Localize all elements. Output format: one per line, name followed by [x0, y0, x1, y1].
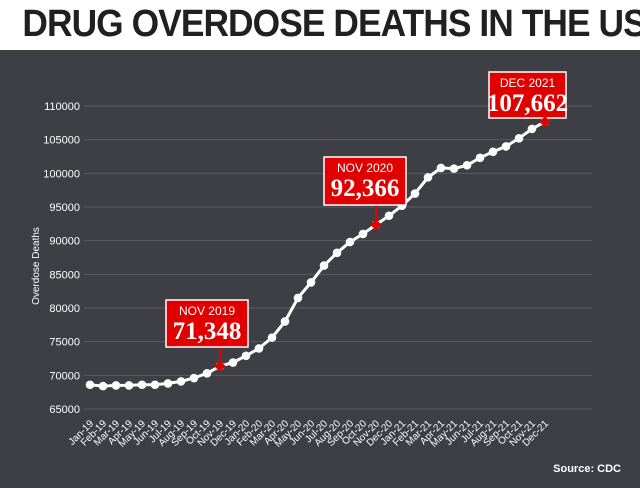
y-tick-label: 80000	[49, 303, 80, 315]
data-point	[150, 380, 160, 390]
y-axis-label: Overdose Deaths	[31, 227, 42, 305]
data-point	[436, 163, 446, 173]
data-point	[85, 380, 95, 390]
y-tick-label: 85000	[49, 269, 80, 281]
data-point	[345, 237, 355, 247]
data-point	[514, 134, 524, 143]
data-point	[332, 248, 342, 258]
data-point	[358, 229, 368, 239]
data-point	[202, 369, 212, 378]
callout-marker	[214, 360, 226, 372]
x-tick-labels: Jan-19Feb-19Mar-19Apr-19May-19Jun-19Jul-…	[67, 418, 552, 450]
callout-box	[165, 299, 249, 348]
overdose-line-chart: 65000 70000 75000 80000 85000 90000 95000 10000…	[31, 71, 621, 475]
callout-month: DEC 2021	[500, 76, 556, 90]
data-point	[306, 278, 316, 287]
y-tick-label: 75000	[49, 337, 80, 349]
data-point	[501, 142, 511, 151]
headline: DRUG OVERDOSE DEATHS IN THE US	[22, 0, 640, 48]
y-tick-label: 110000	[44, 101, 80, 113]
data-point	[111, 381, 121, 390]
y-tick-label: 95000	[49, 202, 80, 214]
data-point	[449, 164, 459, 173]
data-point	[254, 344, 264, 353]
data-point	[189, 373, 199, 383]
data-point	[475, 153, 485, 163]
source-note: Source: CDC	[553, 463, 621, 475]
data-point	[163, 379, 173, 388]
data-point	[280, 317, 290, 326]
data-point	[241, 351, 251, 361]
data-point	[488, 147, 498, 157]
data-point	[228, 358, 238, 367]
y-tick-label: 65000	[49, 404, 80, 416]
data-point	[423, 173, 433, 182]
data-point	[137, 380, 147, 390]
data-point	[176, 377, 186, 386]
data-points	[85, 117, 550, 391]
data-point	[384, 211, 394, 221]
data-point	[98, 381, 108, 391]
callout-value: 107,662	[487, 90, 568, 117]
data-point	[462, 160, 472, 170]
y-tick-label: 90000	[49, 236, 80, 248]
series-line	[89, 120, 546, 388]
data-point	[293, 293, 303, 303]
callout-value: 92,366	[331, 175, 400, 202]
data-point	[527, 124, 537, 134]
data-point	[319, 261, 329, 270]
callout-box	[323, 156, 407, 206]
data-point	[267, 333, 277, 342]
callout-box	[488, 71, 567, 119]
callout-month: NOV 2020	[337, 161, 393, 175]
callout-marker	[370, 219, 382, 231]
y-tick-label: 100000	[43, 168, 80, 180]
y-tick-label: 105000	[43, 135, 80, 147]
data-point	[410, 189, 420, 198]
chart-panel: 65000 70000 75000 80000 85000 90000 95000 10000…	[0, 50, 640, 488]
y-tick-labels: 65000 70000 75000 80000 85000 90000 95000 10000…	[43, 101, 80, 416]
callout-value: 71,348	[173, 318, 242, 345]
grid-layer	[84, 105, 592, 410]
data-point	[124, 381, 134, 390]
callout-month: NOV 2019	[179, 304, 235, 318]
y-tick-label: 70000	[49, 370, 80, 382]
